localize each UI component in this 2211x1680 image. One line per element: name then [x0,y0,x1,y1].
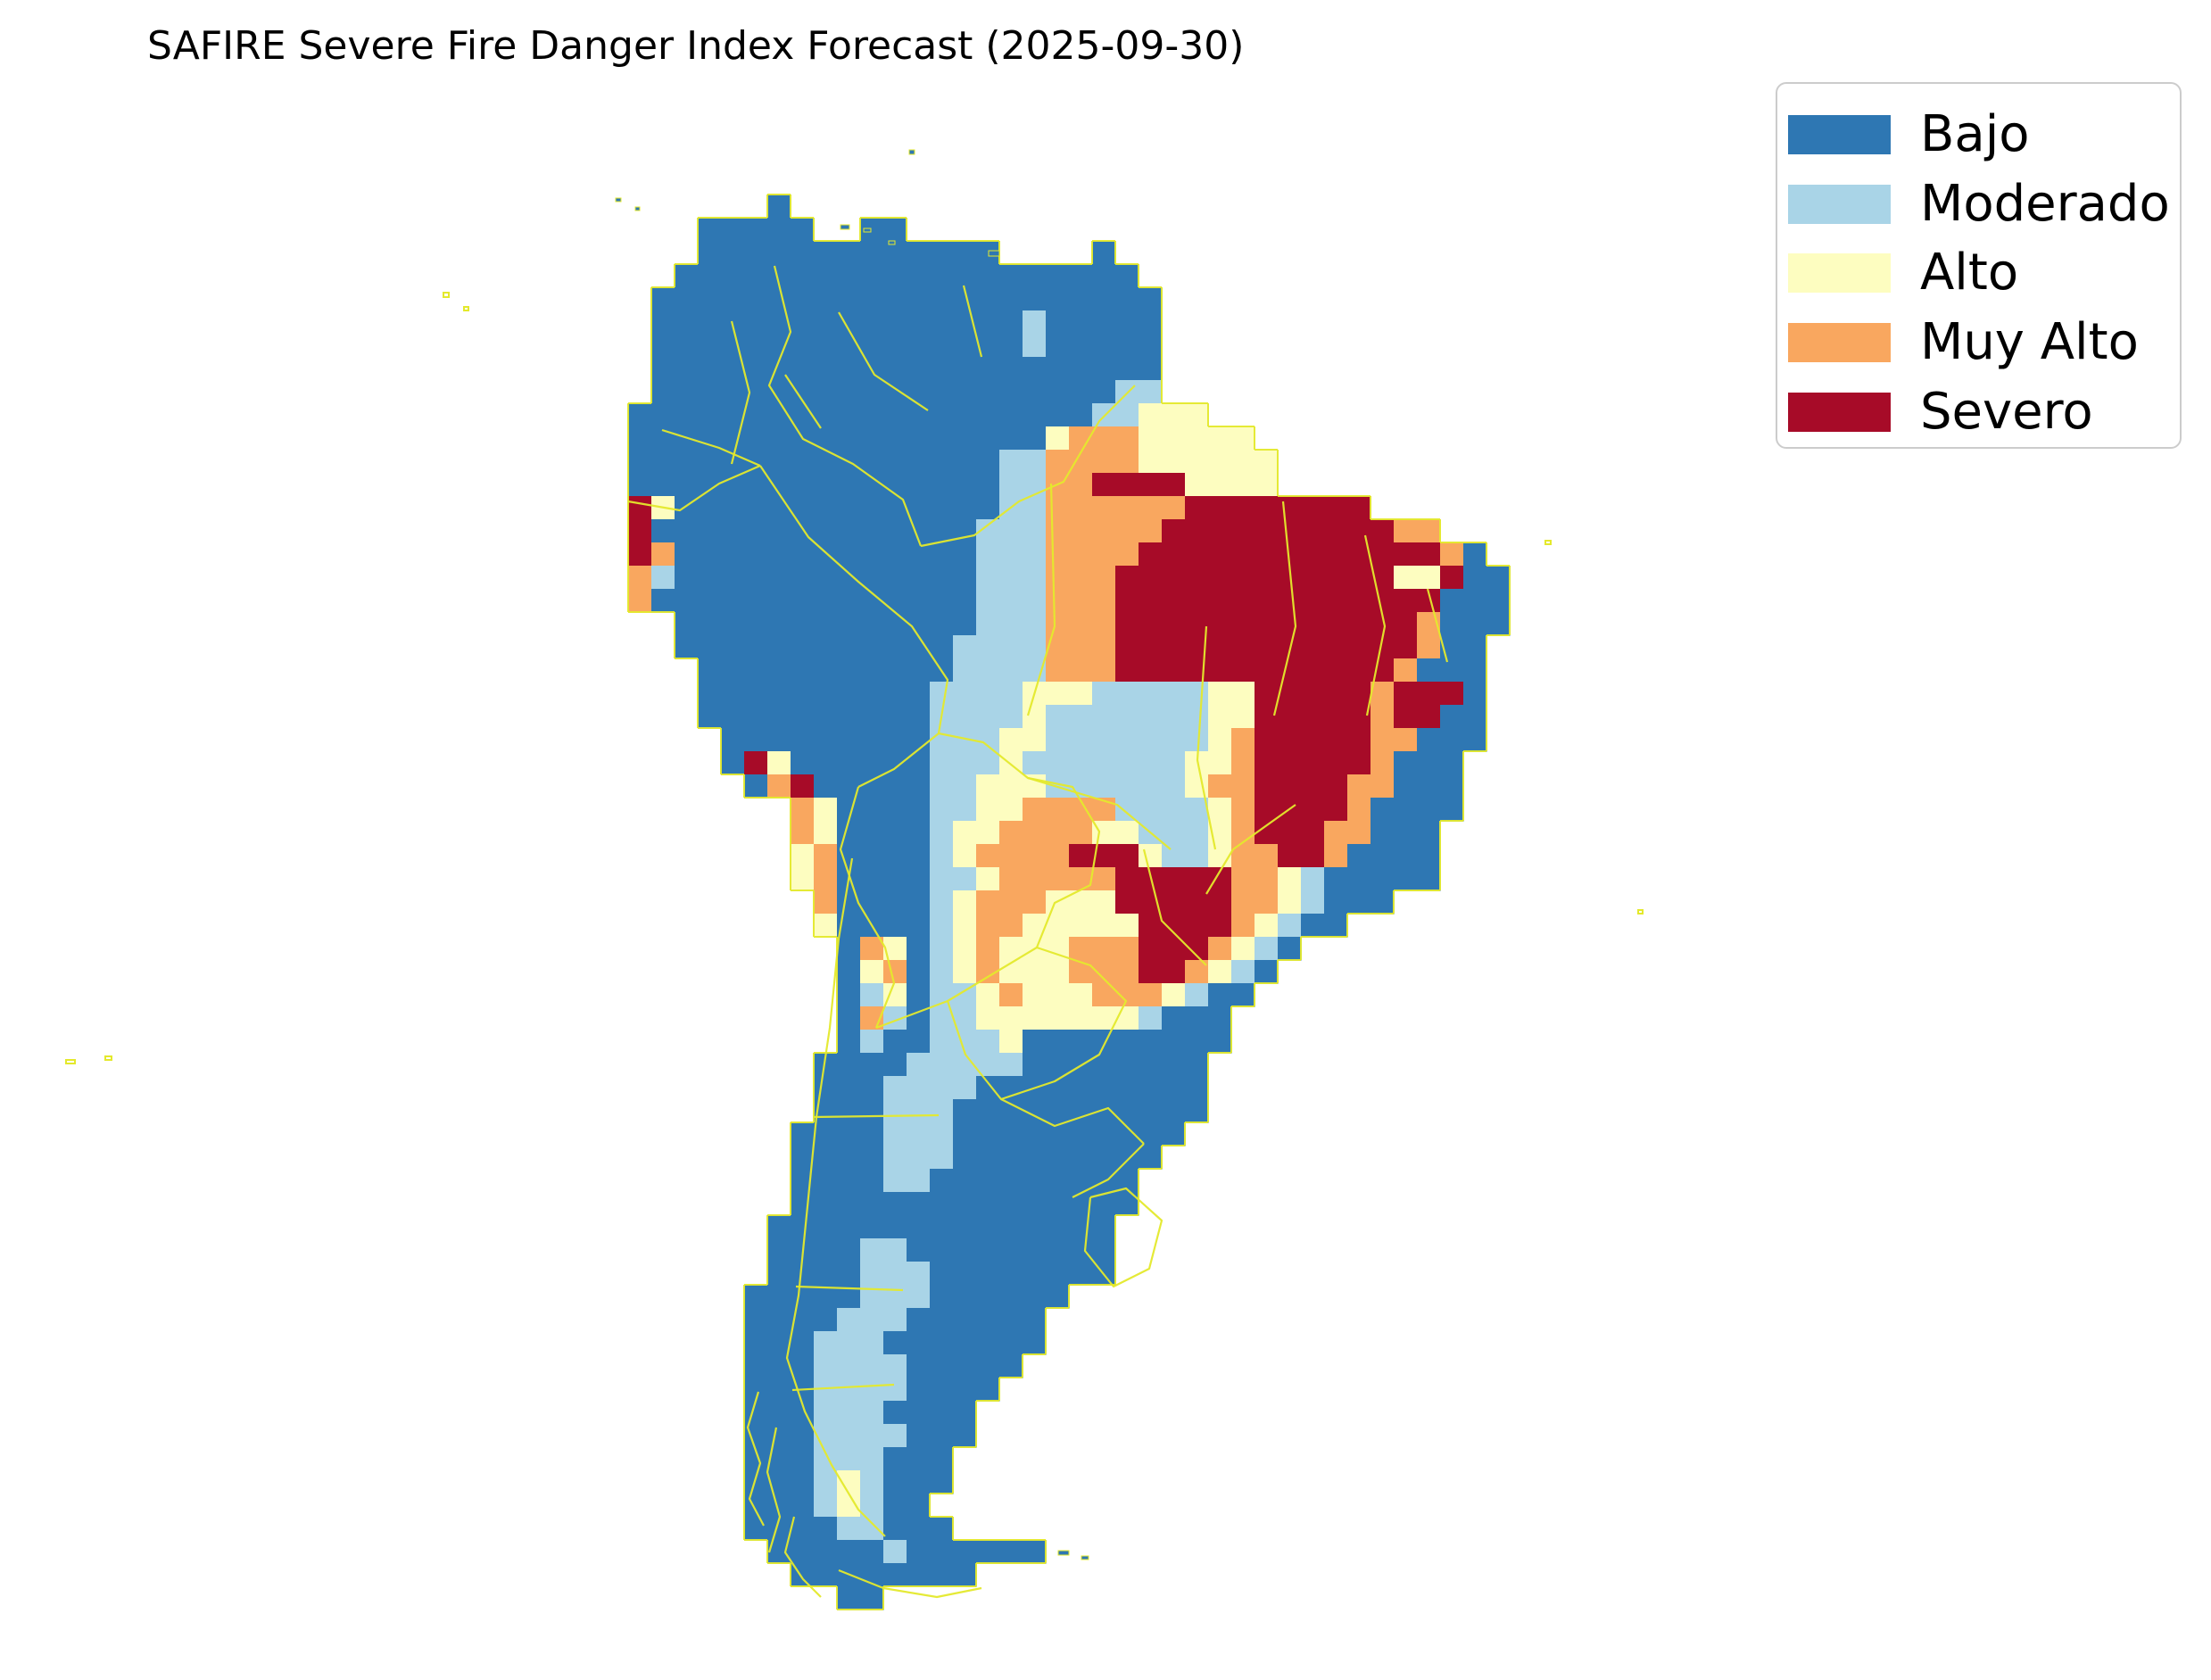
legend-item-bajo: Bajo [1777,100,2180,170]
islands-layer [65,149,1644,1560]
legend-swatch-severo [1788,393,1891,433]
admin-boundaries-layer [627,265,1449,1599]
legend-label-muy-alto: Muy Alto [1920,313,2139,372]
raster-cells-layer [628,194,1511,1610]
legend-item-alto: Alto [1777,239,2180,309]
legend-label-moderado: Moderado [1920,174,2170,233]
legend-swatch-alto [1788,253,1891,294]
legend-item-muy-alto: Muy Alto [1777,308,2180,377]
legend-label-alto: Alto [1920,244,2019,302]
coastline-layer [627,194,1511,1610]
legend-swatch-bajo [1788,114,1891,154]
legend-item-severo: Severo [1777,377,2180,447]
legend-swatch-muy-alto [1788,323,1891,363]
map-title: SAFIRE Severe Fire Danger Index Forecast… [147,23,1245,69]
legend-label-bajo: Bajo [1920,104,2030,163]
legend-item-moderado: Moderado [1777,170,2180,239]
legend: Bajo Moderado Alto Muy Alto Severo [1776,82,2182,449]
legend-swatch-moderado [1788,184,1891,224]
legend-label-severo: Severo [1920,383,2093,442]
